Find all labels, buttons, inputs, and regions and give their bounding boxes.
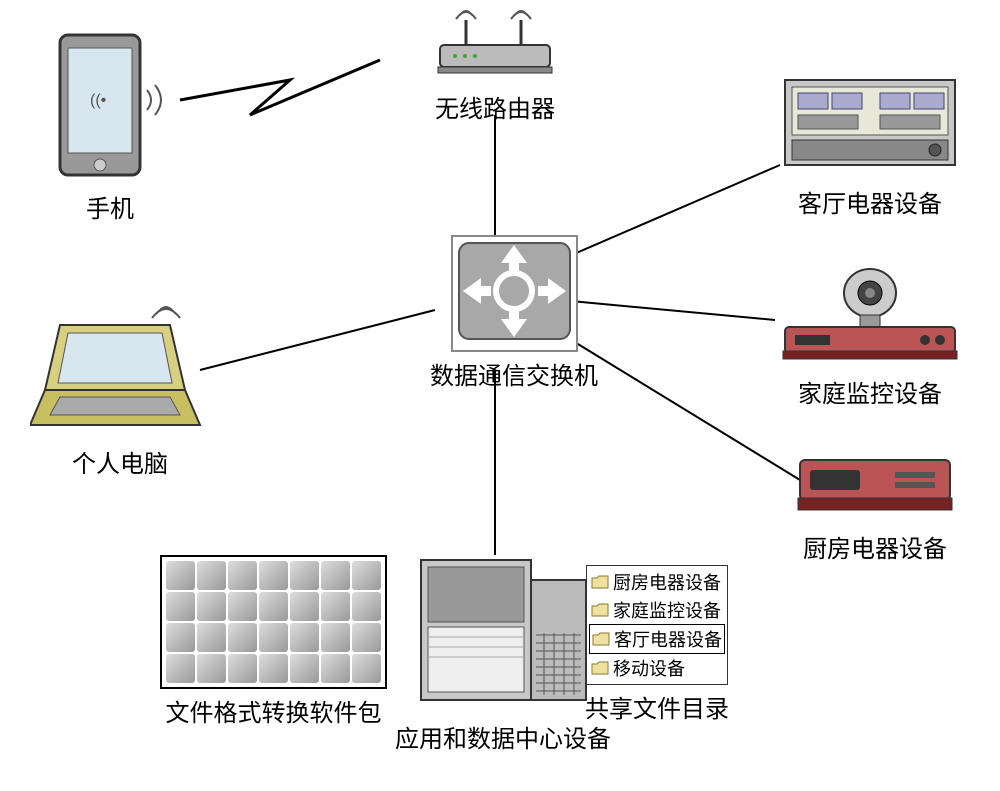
node-laptop: 个人电脑 (30, 305, 210, 479)
wireless-bolt (180, 60, 380, 115)
node-phone: ((• 手机 (55, 30, 165, 224)
edge (200, 310, 435, 370)
folder-row: 厨房电器设备 (589, 568, 725, 596)
folders-label: 共享文件目录 (585, 689, 729, 724)
node-kitchen: 厨房电器设备 (795, 450, 955, 564)
folder-row-label: 厨房电器设备 (613, 569, 721, 595)
node-switch: 数据通信交换机 (430, 235, 598, 391)
phone-label: 手机 (55, 189, 165, 224)
monitor-icon (775, 265, 965, 370)
laptop-label: 个人电脑 (30, 444, 210, 479)
server-label: 应用和数据中心设备 (395, 719, 611, 754)
folder-row-label: 客厅电器设备 (614, 626, 722, 652)
folder-row-label: 移动设备 (613, 655, 685, 681)
software-grid-icon (160, 555, 387, 689)
node-router: 无线路由器 (420, 5, 570, 124)
router-label: 无线路由器 (420, 89, 570, 124)
living-icon (780, 75, 960, 180)
folder-list: 厨房电器设备家庭监控设备客厅电器设备移动设备 (586, 565, 728, 685)
node-folders: 厨房电器设备家庭监控设备客厅电器设备移动设备 共享文件目录 (585, 565, 729, 724)
switch-icon (451, 235, 578, 352)
node-server: 应用和数据中心设备 (395, 555, 611, 754)
folder-icon (592, 632, 610, 646)
svg-text:((•: ((• (90, 92, 106, 109)
node-monitor: 家庭监控设备 (775, 265, 965, 409)
folder-row: 家庭监控设备 (589, 596, 725, 624)
laptop-icon (30, 305, 210, 440)
software-label: 文件格式转换软件包 (160, 693, 387, 728)
folder-row-label: 家庭监控设备 (613, 597, 721, 623)
folder-row: 移动设备 (589, 654, 725, 682)
node-software: 文件格式转换软件包 (160, 555, 387, 728)
router-icon (420, 5, 570, 85)
kitchen-label: 厨房电器设备 (795, 529, 955, 564)
folder-row: 客厅电器设备 (589, 624, 725, 654)
server-icon (416, 555, 591, 715)
phone-icon: ((• (55, 30, 165, 185)
switch-label: 数据通信交换机 (430, 356, 598, 391)
folder-icon (591, 575, 609, 589)
monitor-label: 家庭监控设备 (775, 374, 965, 409)
folder-icon (591, 661, 609, 675)
living-label: 客厅电器设备 (780, 184, 960, 219)
kitchen-icon (795, 450, 955, 525)
folder-icon (591, 603, 609, 617)
node-living: 客厅电器设备 (780, 75, 960, 219)
